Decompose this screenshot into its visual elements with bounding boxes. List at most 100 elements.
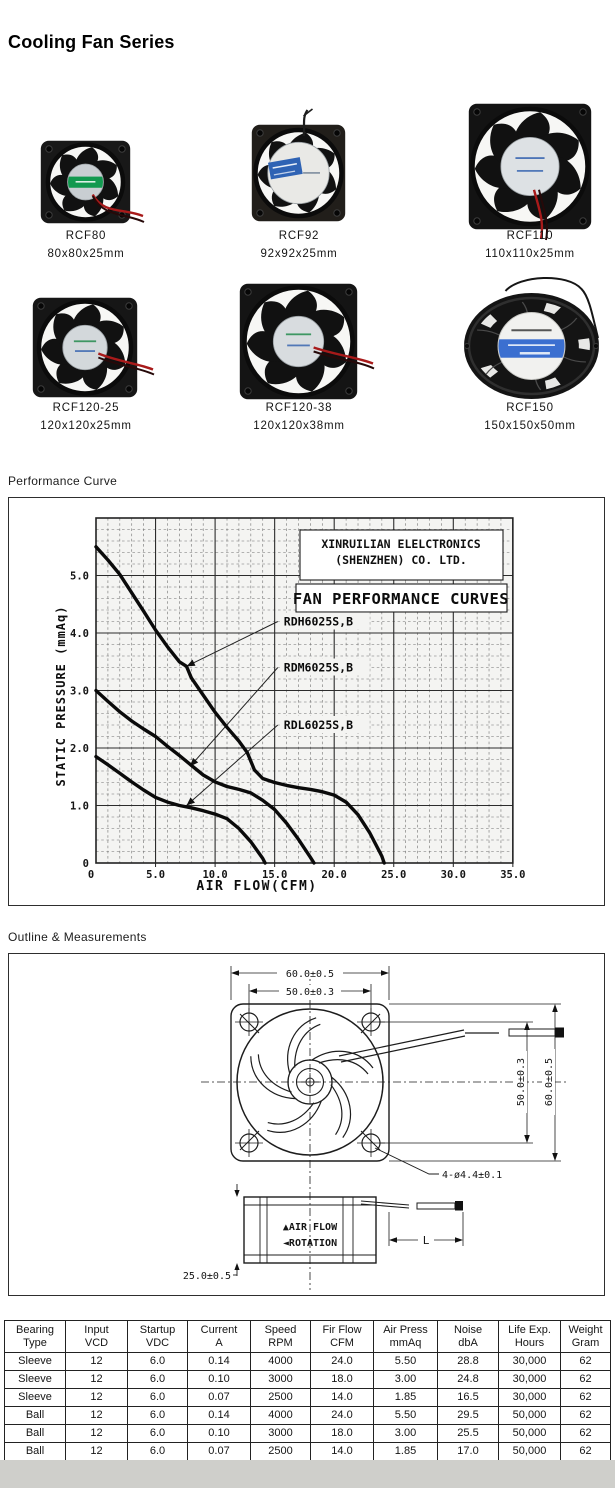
- spec-cell: 12: [65, 1352, 128, 1371]
- spec-cell: 30,000: [498, 1370, 561, 1389]
- y-tick: 3.0: [70, 686, 89, 698]
- spec-cell: 3000: [250, 1370, 311, 1389]
- outline-drawing: 60.0±0.5 50.0±0.3 50.0±0.3 60.0±0.5 4-ø4…: [183, 966, 569, 1290]
- spec-cell: 14.0: [310, 1388, 374, 1407]
- fan-model: RCF120-38: [265, 402, 333, 414]
- x-tick: 25.0: [381, 869, 406, 881]
- spec-cell: 4000: [250, 1406, 311, 1425]
- spec-cell: Sleeve: [4, 1352, 66, 1371]
- fan-photo-rcf110: [468, 103, 592, 241]
- maker-name: XINRUILIAN ELELCTRONICS: [321, 537, 480, 551]
- spec-cell: 0.10: [187, 1424, 251, 1443]
- spec-cell: 28.8: [437, 1352, 499, 1371]
- spec-cell: Sleeve: [4, 1388, 66, 1407]
- x-tick: 30.0: [441, 869, 466, 881]
- spec-cell: 6.0: [127, 1352, 188, 1371]
- fan-model: RCF110: [506, 230, 554, 242]
- spec-cell: 0.14: [187, 1352, 251, 1371]
- fan-size: 92x92x25mm: [260, 248, 338, 260]
- spec-table: Bearing Type Input VCD Startup VDC Current A Spe…: [4, 1320, 611, 1461]
- spec-col-header: Weight Gram: [560, 1320, 611, 1353]
- spec-cell: 17.0: [437, 1442, 499, 1461]
- x-tick: 10.0: [202, 869, 227, 881]
- maker-location: (SHENZHEN) CO. LTD.: [335, 553, 467, 567]
- spec-cell: Ball: [4, 1424, 66, 1443]
- fan-model: RCF80: [65, 230, 107, 242]
- x-tick: 0: [88, 869, 94, 881]
- fan-photo-svg: [32, 297, 155, 398]
- spec-cell: 6.0: [127, 1406, 188, 1425]
- spec-cell: 62: [560, 1388, 611, 1407]
- spec-col-header: Startup VDC: [127, 1320, 188, 1353]
- fan-photo-rcf80: [40, 140, 145, 229]
- x-tick: 20.0: [322, 869, 347, 881]
- series-label: RDM6025S,B: [284, 661, 353, 675]
- fan-model: RCF150: [506, 402, 554, 414]
- spec-cell: 2500: [250, 1442, 311, 1461]
- spec-cell: 0.14: [187, 1406, 251, 1425]
- x-tick: 15.0: [262, 869, 287, 881]
- performance-panel: XINRUILIAN ELELCTRONICS (SHENZHEN) CO. LT…: [8, 497, 605, 906]
- series-RDH6025S,B: [94, 545, 386, 865]
- y-tick: 1.0: [70, 801, 89, 813]
- performance-chart-svg: XINRUILIAN ELELCTRONICS (SHENZHEN) CO. LT…: [54, 517, 525, 894]
- outline-heading: Outline & Measurements: [8, 930, 147, 944]
- spec-cell: 30,000: [498, 1352, 561, 1371]
- spec-cell: 12: [65, 1406, 128, 1425]
- spec-cell: 50,000: [498, 1442, 561, 1461]
- spec-cell: 50,000: [498, 1406, 561, 1425]
- dim-top-inner: 50.0±0.3: [286, 987, 334, 998]
- fan-size: 80x80x25mm: [47, 248, 125, 260]
- spec-cell: 3.00: [373, 1370, 438, 1389]
- spec-cell: 12: [65, 1424, 128, 1443]
- spec-cell: 24.8: [437, 1370, 499, 1389]
- fan-photo-svg: [464, 277, 599, 399]
- fan-model: RCF120-25: [52, 402, 120, 414]
- dim-lead-length: L: [423, 1234, 430, 1247]
- fan-model: RCF92: [278, 230, 320, 242]
- x-tick: 5.0: [146, 869, 165, 881]
- spec-cell: 5.50: [373, 1352, 438, 1371]
- spec-cell: 1.85: [373, 1442, 438, 1461]
- spec-col-header: Air Press mmAq: [373, 1320, 438, 1353]
- spec-cell: 4000: [250, 1352, 311, 1371]
- fan-size: 120x120x25mm: [40, 420, 132, 432]
- spec-col-header: Fir Flow CFM: [310, 1320, 374, 1353]
- y-tick: 2.0: [70, 743, 89, 755]
- outline-panel: 60.0±0.5 50.0±0.3 50.0±0.3 60.0±0.5 4-ø4…: [8, 953, 605, 1296]
- fan-photo-svg: [40, 140, 145, 224]
- page-title: Cooling Fan Series: [8, 32, 175, 52]
- spec-cell: 6.0: [127, 1388, 188, 1407]
- spec-cell: 12: [65, 1442, 128, 1461]
- spec-cell: Ball: [4, 1442, 66, 1461]
- window-background-strip: [0, 1460, 615, 1488]
- spec-cell: 24.0: [310, 1352, 374, 1371]
- spec-row: Ball 12 6.0 0.14 4000 24.0 5.50 29.5 50,000 62: [4, 1406, 611, 1425]
- spec-row: Sleeve 12 6.0 0.10 3000 18.0 3.00 24.8 30,000 62: [4, 1370, 611, 1389]
- spec-col-header: Life Exp. Hours: [498, 1320, 561, 1353]
- y-axis-title: STATIC PRESSURE (mmAq): [54, 606, 68, 787]
- spec-cell: 24.0: [310, 1406, 374, 1425]
- spec-row: Sleeve 12 6.0 0.14 4000 24.0 5.50 28.8 30,000 62: [4, 1352, 611, 1371]
- fan-photo-rcf92: [251, 108, 346, 227]
- series-RDL6025S,B: [94, 754, 267, 865]
- fan-photo-rcf150: [462, 277, 601, 406]
- spec-cell: 0.10: [187, 1370, 251, 1389]
- y-tick: 5.0: [70, 571, 89, 583]
- spec-cell: 0.07: [187, 1442, 251, 1461]
- spec-col-header: Current A: [187, 1320, 251, 1353]
- spec-cell: 3000: [250, 1424, 311, 1443]
- fan-photo-rcf120-25: [32, 297, 155, 403]
- spec-cell: 6.0: [127, 1424, 188, 1443]
- spec-cell: 1.85: [373, 1388, 438, 1407]
- performance-heading: Performance Curve: [8, 474, 118, 488]
- spec-cell: 18.0: [310, 1370, 374, 1389]
- spec-col-header: Input VCD: [65, 1320, 128, 1353]
- dim-top-outer: 60.0±0.5: [286, 969, 334, 980]
- spec-cell: 2500: [250, 1388, 311, 1407]
- spec-cell: 3.00: [373, 1424, 438, 1443]
- x-axis-title: AIR FLOW(CFM): [196, 879, 317, 894]
- spec-cell: Ball: [4, 1406, 66, 1425]
- spec-cell: 0.07: [187, 1388, 251, 1407]
